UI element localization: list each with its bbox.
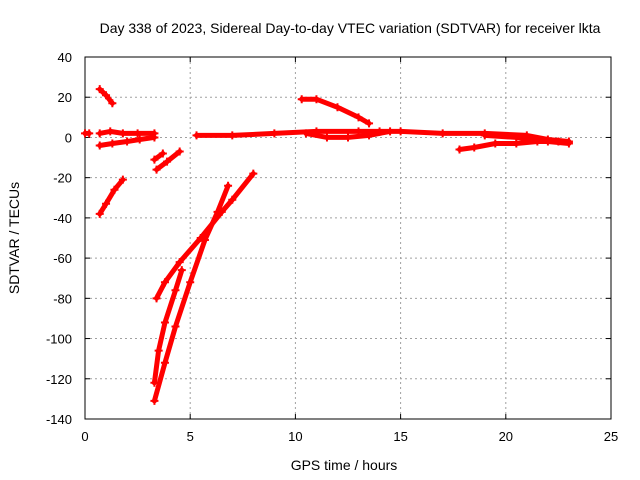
data-point bbox=[85, 129, 94, 138]
y-tick-label: -140 bbox=[46, 412, 72, 427]
y-tick-label: -60 bbox=[53, 251, 72, 266]
series-seg-l bbox=[297, 95, 374, 128]
x-tick-label: 20 bbox=[499, 429, 513, 444]
data-point bbox=[102, 91, 111, 100]
gridlines bbox=[85, 57, 611, 419]
data-point bbox=[200, 236, 209, 245]
series-trace bbox=[97, 177, 126, 217]
y-tick-label: -20 bbox=[53, 171, 72, 186]
series-seg-i bbox=[150, 266, 186, 387]
data-point bbox=[270, 129, 279, 138]
data-point bbox=[297, 95, 306, 104]
x-tick-label: 5 bbox=[187, 429, 194, 444]
data-point bbox=[249, 169, 258, 178]
data-point bbox=[470, 143, 479, 152]
x-axis-label: GPS time / hours bbox=[291, 457, 398, 473]
series-seg-g bbox=[152, 147, 184, 174]
data-point bbox=[106, 127, 115, 136]
data-point bbox=[228, 131, 237, 140]
data-point bbox=[171, 286, 180, 295]
data-point bbox=[192, 131, 201, 140]
series-seg-f bbox=[150, 149, 167, 164]
data-point bbox=[95, 141, 104, 150]
data-point bbox=[480, 131, 489, 140]
data-point bbox=[354, 113, 363, 122]
series-seg-o bbox=[480, 131, 573, 148]
axis-ticks: 0 5 10 15 20 25 -140 -120 -100 -80 -60 -40 -20 0 20 40 bbox=[46, 50, 618, 444]
data-point bbox=[365, 119, 374, 128]
y-tick-label: 40 bbox=[58, 50, 72, 65]
series-seg-c bbox=[95, 127, 159, 138]
x-tick-label: 0 bbox=[81, 429, 88, 444]
data-point bbox=[133, 129, 142, 138]
data-point bbox=[95, 129, 104, 138]
data-point bbox=[543, 137, 552, 146]
series-seg-j bbox=[150, 181, 233, 405]
data-point bbox=[301, 129, 310, 138]
chart-title: Day 338 of 2023, Sidereal Day-to-day VTE… bbox=[100, 20, 601, 36]
y-axis-label: SDTVAR / TECUs bbox=[6, 182, 22, 294]
data-point bbox=[160, 318, 169, 327]
y-tick-label: -40 bbox=[53, 211, 72, 226]
data-point bbox=[177, 266, 186, 275]
data-point bbox=[118, 175, 127, 184]
y-tick-label: 0 bbox=[65, 130, 72, 145]
y-tick-label: -120 bbox=[46, 372, 72, 387]
data-point bbox=[491, 139, 500, 148]
data-point bbox=[333, 103, 342, 112]
data-point bbox=[312, 95, 321, 104]
data-point bbox=[213, 207, 222, 216]
series-seg-h bbox=[152, 169, 258, 303]
data-point bbox=[438, 129, 447, 138]
data-point bbox=[171, 322, 180, 331]
series-seg-a bbox=[81, 129, 94, 138]
series-seg-m bbox=[301, 127, 395, 142]
y-tick-label: -80 bbox=[53, 291, 72, 306]
data-point bbox=[152, 294, 161, 303]
data-point bbox=[154, 346, 163, 355]
y-tick-label: 20 bbox=[58, 90, 72, 105]
data-point bbox=[160, 358, 169, 367]
y-tick-label: -100 bbox=[46, 332, 72, 347]
data-point bbox=[150, 155, 159, 164]
data-point bbox=[135, 135, 144, 144]
data-point bbox=[163, 157, 172, 166]
series-trace bbox=[482, 132, 572, 146]
data-point bbox=[123, 137, 132, 146]
data-point bbox=[150, 396, 159, 405]
data-point bbox=[95, 209, 104, 218]
data-point bbox=[152, 165, 161, 174]
data-point bbox=[386, 127, 395, 136]
data-point bbox=[322, 133, 331, 142]
data-point bbox=[95, 85, 104, 94]
data-point bbox=[365, 131, 374, 140]
data-point bbox=[186, 278, 195, 287]
data-point bbox=[175, 258, 184, 267]
data-point bbox=[110, 185, 119, 194]
data-point bbox=[228, 195, 237, 204]
data-point bbox=[108, 139, 117, 148]
x-tick-label: 15 bbox=[393, 429, 407, 444]
x-tick-label: 25 bbox=[604, 429, 618, 444]
data-point bbox=[118, 129, 127, 138]
series-seg-b bbox=[95, 85, 117, 108]
data-point bbox=[108, 99, 117, 108]
x-tick-label: 10 bbox=[288, 429, 302, 444]
data-point bbox=[160, 278, 169, 287]
data-point bbox=[512, 133, 521, 142]
plot-frame bbox=[84, 56, 612, 420]
data-traces bbox=[81, 85, 573, 405]
data-point bbox=[396, 127, 405, 136]
data-point bbox=[175, 147, 184, 156]
series-seg-d bbox=[95, 133, 159, 150]
data-point bbox=[564, 139, 573, 148]
data-point bbox=[158, 149, 167, 158]
data-point bbox=[455, 145, 464, 154]
data-point bbox=[150, 133, 159, 142]
data-point bbox=[344, 133, 352, 142]
data-point bbox=[224, 181, 233, 190]
data-point bbox=[102, 199, 111, 208]
series-seg-e bbox=[95, 175, 127, 218]
